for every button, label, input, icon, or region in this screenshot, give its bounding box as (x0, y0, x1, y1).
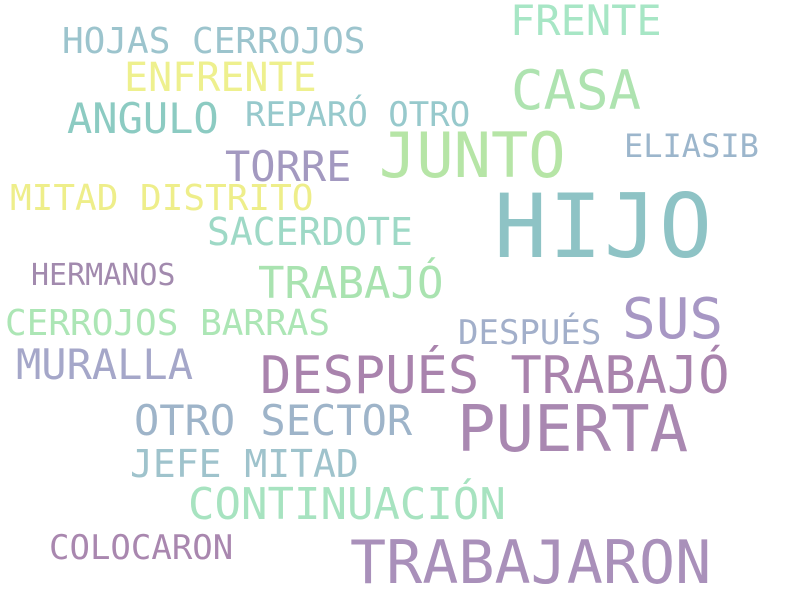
word-reparo-otro: REPARÓ OTRO (245, 95, 471, 135)
word-mitad-distrito: MITAD DISTRITO (10, 178, 314, 219)
word-otro-sector: OTRO SECTOR (134, 396, 413, 445)
word-angulo: ANGULO (67, 94, 219, 143)
word-continuacion: CONTINUACIÓN (188, 479, 506, 530)
word-torre: TORRE (225, 142, 352, 191)
word-junto: JUNTO (379, 119, 566, 192)
word-enfrente: ENFRENTE (124, 55, 317, 101)
word-hijo: HIJO (494, 175, 714, 278)
word-jefe-mitad: JEFE MITAD (130, 442, 359, 486)
word-frente: FRENTE (510, 0, 662, 45)
word-despues: DESPUÉS (458, 313, 602, 353)
word-cerrojos-barras: CERROJOS BARRAS (5, 303, 331, 344)
word-sacerdote: SACERDOTE (207, 210, 413, 254)
word-casa: CASA (511, 59, 642, 122)
word-trabajo: TRABAJÓ (258, 258, 444, 309)
word-hojas-cerrojos: HOJAS CERROJOS (62, 21, 366, 62)
word-muralla: MURALLA (16, 340, 194, 389)
word-trabajaron: TRABAJARON (350, 528, 712, 598)
word-hermanos: HERMANOS (31, 258, 176, 293)
word-sus: SUS (622, 287, 724, 352)
word-colocaron: COLOCARON (49, 528, 234, 568)
word-despues-trabajo: DESPUÉS TRABAJÓ (260, 346, 730, 406)
word-puerta: PUERTA (457, 393, 689, 467)
word-eliasib: ELIASIB (624, 127, 759, 165)
